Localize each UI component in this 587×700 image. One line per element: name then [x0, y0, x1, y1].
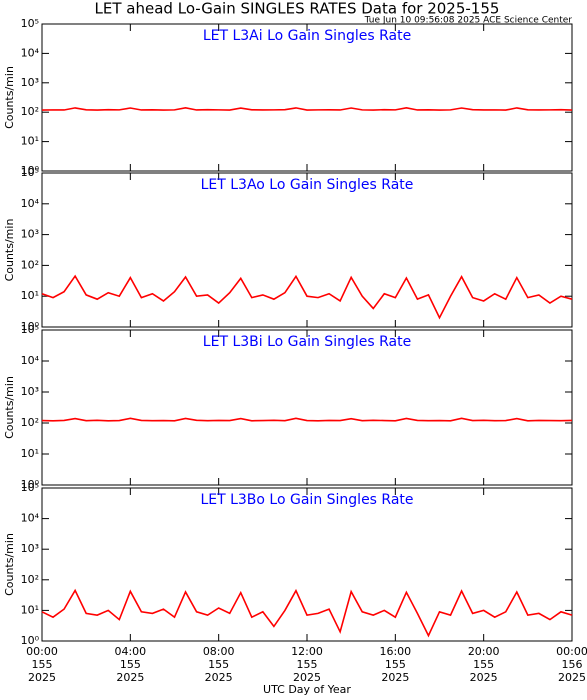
x-tick-label: 16:00 [379, 645, 411, 658]
x-tick-day: 155 [120, 658, 141, 671]
x-tick-day: 155 [473, 658, 494, 671]
x-tick-label: 00:00 [26, 645, 58, 658]
y-tick-label: 10¹ [21, 603, 39, 616]
x-tick-day: 156 [562, 658, 583, 671]
x-tick-year: 2025 [116, 671, 144, 684]
timestamp: Tue Jun 10 09:56:08 2025 ACE Science Cen… [364, 16, 573, 26]
x-tick-label: 12:00 [291, 645, 323, 658]
x-tick-label: 20:00 [468, 645, 500, 658]
y-tick-label: 10⁵ [21, 166, 39, 179]
y-tick-label: 10⁴ [21, 354, 40, 367]
x-tick-day: 155 [297, 658, 318, 671]
x-tick-year: 2025 [558, 671, 586, 684]
x-tick-year: 2025 [470, 671, 498, 684]
y-tick-label: 10⁰ [21, 478, 40, 491]
y-tick-label: 10² [21, 416, 39, 429]
x-tick-label: 08:00 [203, 645, 235, 658]
x-axis-label: UTC Day of Year [263, 683, 351, 696]
y-tick-label: 10⁰ [21, 320, 40, 333]
y-tick-label: 10¹ [21, 135, 39, 148]
panel-title: LET L3Ao Lo Gain Singles Rate [201, 177, 414, 193]
y-tick-label: 10⁴ [21, 512, 40, 525]
y-tick-label: 10³ [21, 385, 39, 398]
y-tick-label: 10² [21, 105, 39, 118]
x-tick-year: 2025 [293, 671, 321, 684]
y-tick-label: 10² [21, 258, 39, 271]
y-tick-label: 10⁵ [21, 481, 39, 494]
x-tick-day: 155 [208, 658, 229, 671]
panel-title: LET L3Ai Lo Gain Singles Rate [203, 28, 411, 44]
y-tick-label: 10³ [21, 76, 39, 89]
x-tick-year: 2025 [381, 671, 409, 684]
y-axis-label: Counts/min [3, 533, 16, 596]
y-axis-label: Counts/min [3, 376, 16, 439]
y-tick-label: 10⁵ [21, 17, 39, 30]
y-tick-label: 10⁵ [21, 323, 39, 336]
y-tick-label: 10⁰ [21, 164, 40, 177]
chart-title: LET ahead Lo-Gain SINGLES RATES Data for… [95, 0, 500, 18]
x-tick-label: 04:00 [114, 645, 146, 658]
panel-title: LET L3Bo Lo Gain Singles Rate [200, 492, 413, 508]
y-tick-label: 10² [21, 573, 39, 586]
panel-title: LET L3Bi Lo Gain Singles Rate [203, 334, 411, 350]
y-tick-label: 10¹ [21, 447, 39, 460]
y-axis-label: Counts/min [3, 219, 16, 282]
y-tick-label: 10¹ [21, 289, 39, 302]
data-line [41, 274, 573, 320]
x-tick-year: 2025 [205, 671, 233, 684]
data-line [41, 588, 573, 638]
y-tick-label: 10³ [21, 228, 39, 241]
x-tick-day: 155 [32, 658, 53, 671]
x-tick-label: 00:00 [556, 645, 587, 658]
data-line [41, 417, 573, 422]
y-tick-label: 10⁴ [21, 197, 40, 210]
y-tick-label: 10⁰ [21, 634, 40, 647]
y-axis-label: Counts/min [3, 66, 16, 129]
y-tick-label: 10³ [21, 542, 39, 555]
x-tick-day: 155 [385, 658, 406, 671]
y-tick-label: 10⁴ [21, 46, 40, 59]
data-line [41, 106, 573, 111]
x-tick-year: 2025 [28, 671, 56, 684]
